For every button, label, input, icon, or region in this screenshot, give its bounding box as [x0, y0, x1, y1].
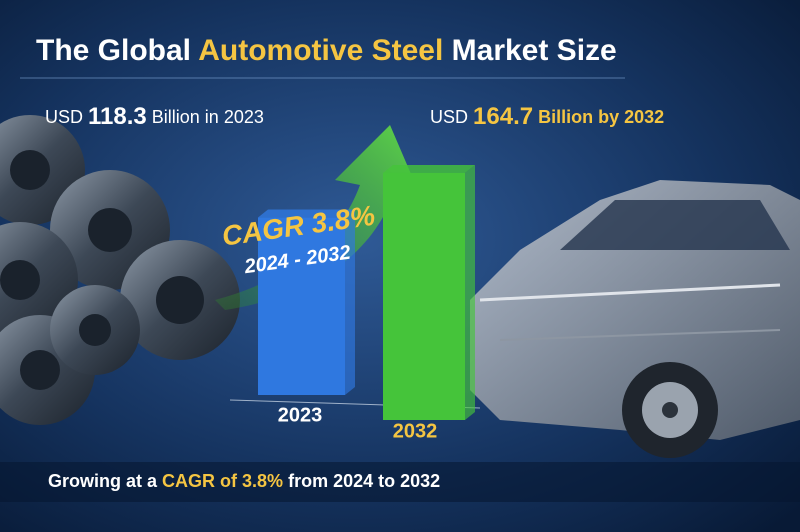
- bar-top: [258, 209, 355, 218]
- bar: [383, 172, 465, 420]
- car-frame: [470, 180, 800, 458]
- chart-title: The Global Automotive Steel Market Size: [36, 34, 617, 67]
- value-prefix: USD: [45, 107, 83, 127]
- value-label: 118.3: [88, 103, 147, 130]
- cagr-text: CAGR 3.8%: [220, 200, 377, 252]
- value-suffix: Billion by 2032: [538, 107, 664, 127]
- value-suffix: Billion in 2023: [152, 107, 264, 127]
- footer-segment: Growing at a: [48, 471, 158, 491]
- bar-top: [383, 164, 475, 173]
- bar: [258, 217, 345, 395]
- value-label: 164.7: [473, 103, 533, 130]
- value-annotation: USD 164.7 Billion by 2032: [430, 103, 664, 130]
- footer-segment: from 2024 to 2032: [288, 471, 440, 491]
- title-segment: Market Size: [452, 34, 617, 67]
- value-prefix: USD: [430, 107, 468, 127]
- footer-segment: CAGR of 3.8%: [162, 471, 283, 491]
- bar-side: [345, 209, 355, 395]
- footer-band: [0, 462, 800, 502]
- x-tick-label: 2023: [278, 404, 323, 426]
- title-segment: Automotive Steel: [198, 34, 443, 67]
- x-tick-label: 2032: [393, 420, 438, 442]
- title-segment: The Global: [36, 34, 191, 67]
- steel-coils: [0, 115, 240, 425]
- bar-side: [465, 164, 475, 420]
- footer-note: Growing at a CAGR of 3.8% from 2024 to 2…: [48, 471, 440, 491]
- growth-arrow: [215, 125, 420, 310]
- value-annotation: USD 118.3 Billion in 2023: [45, 103, 264, 130]
